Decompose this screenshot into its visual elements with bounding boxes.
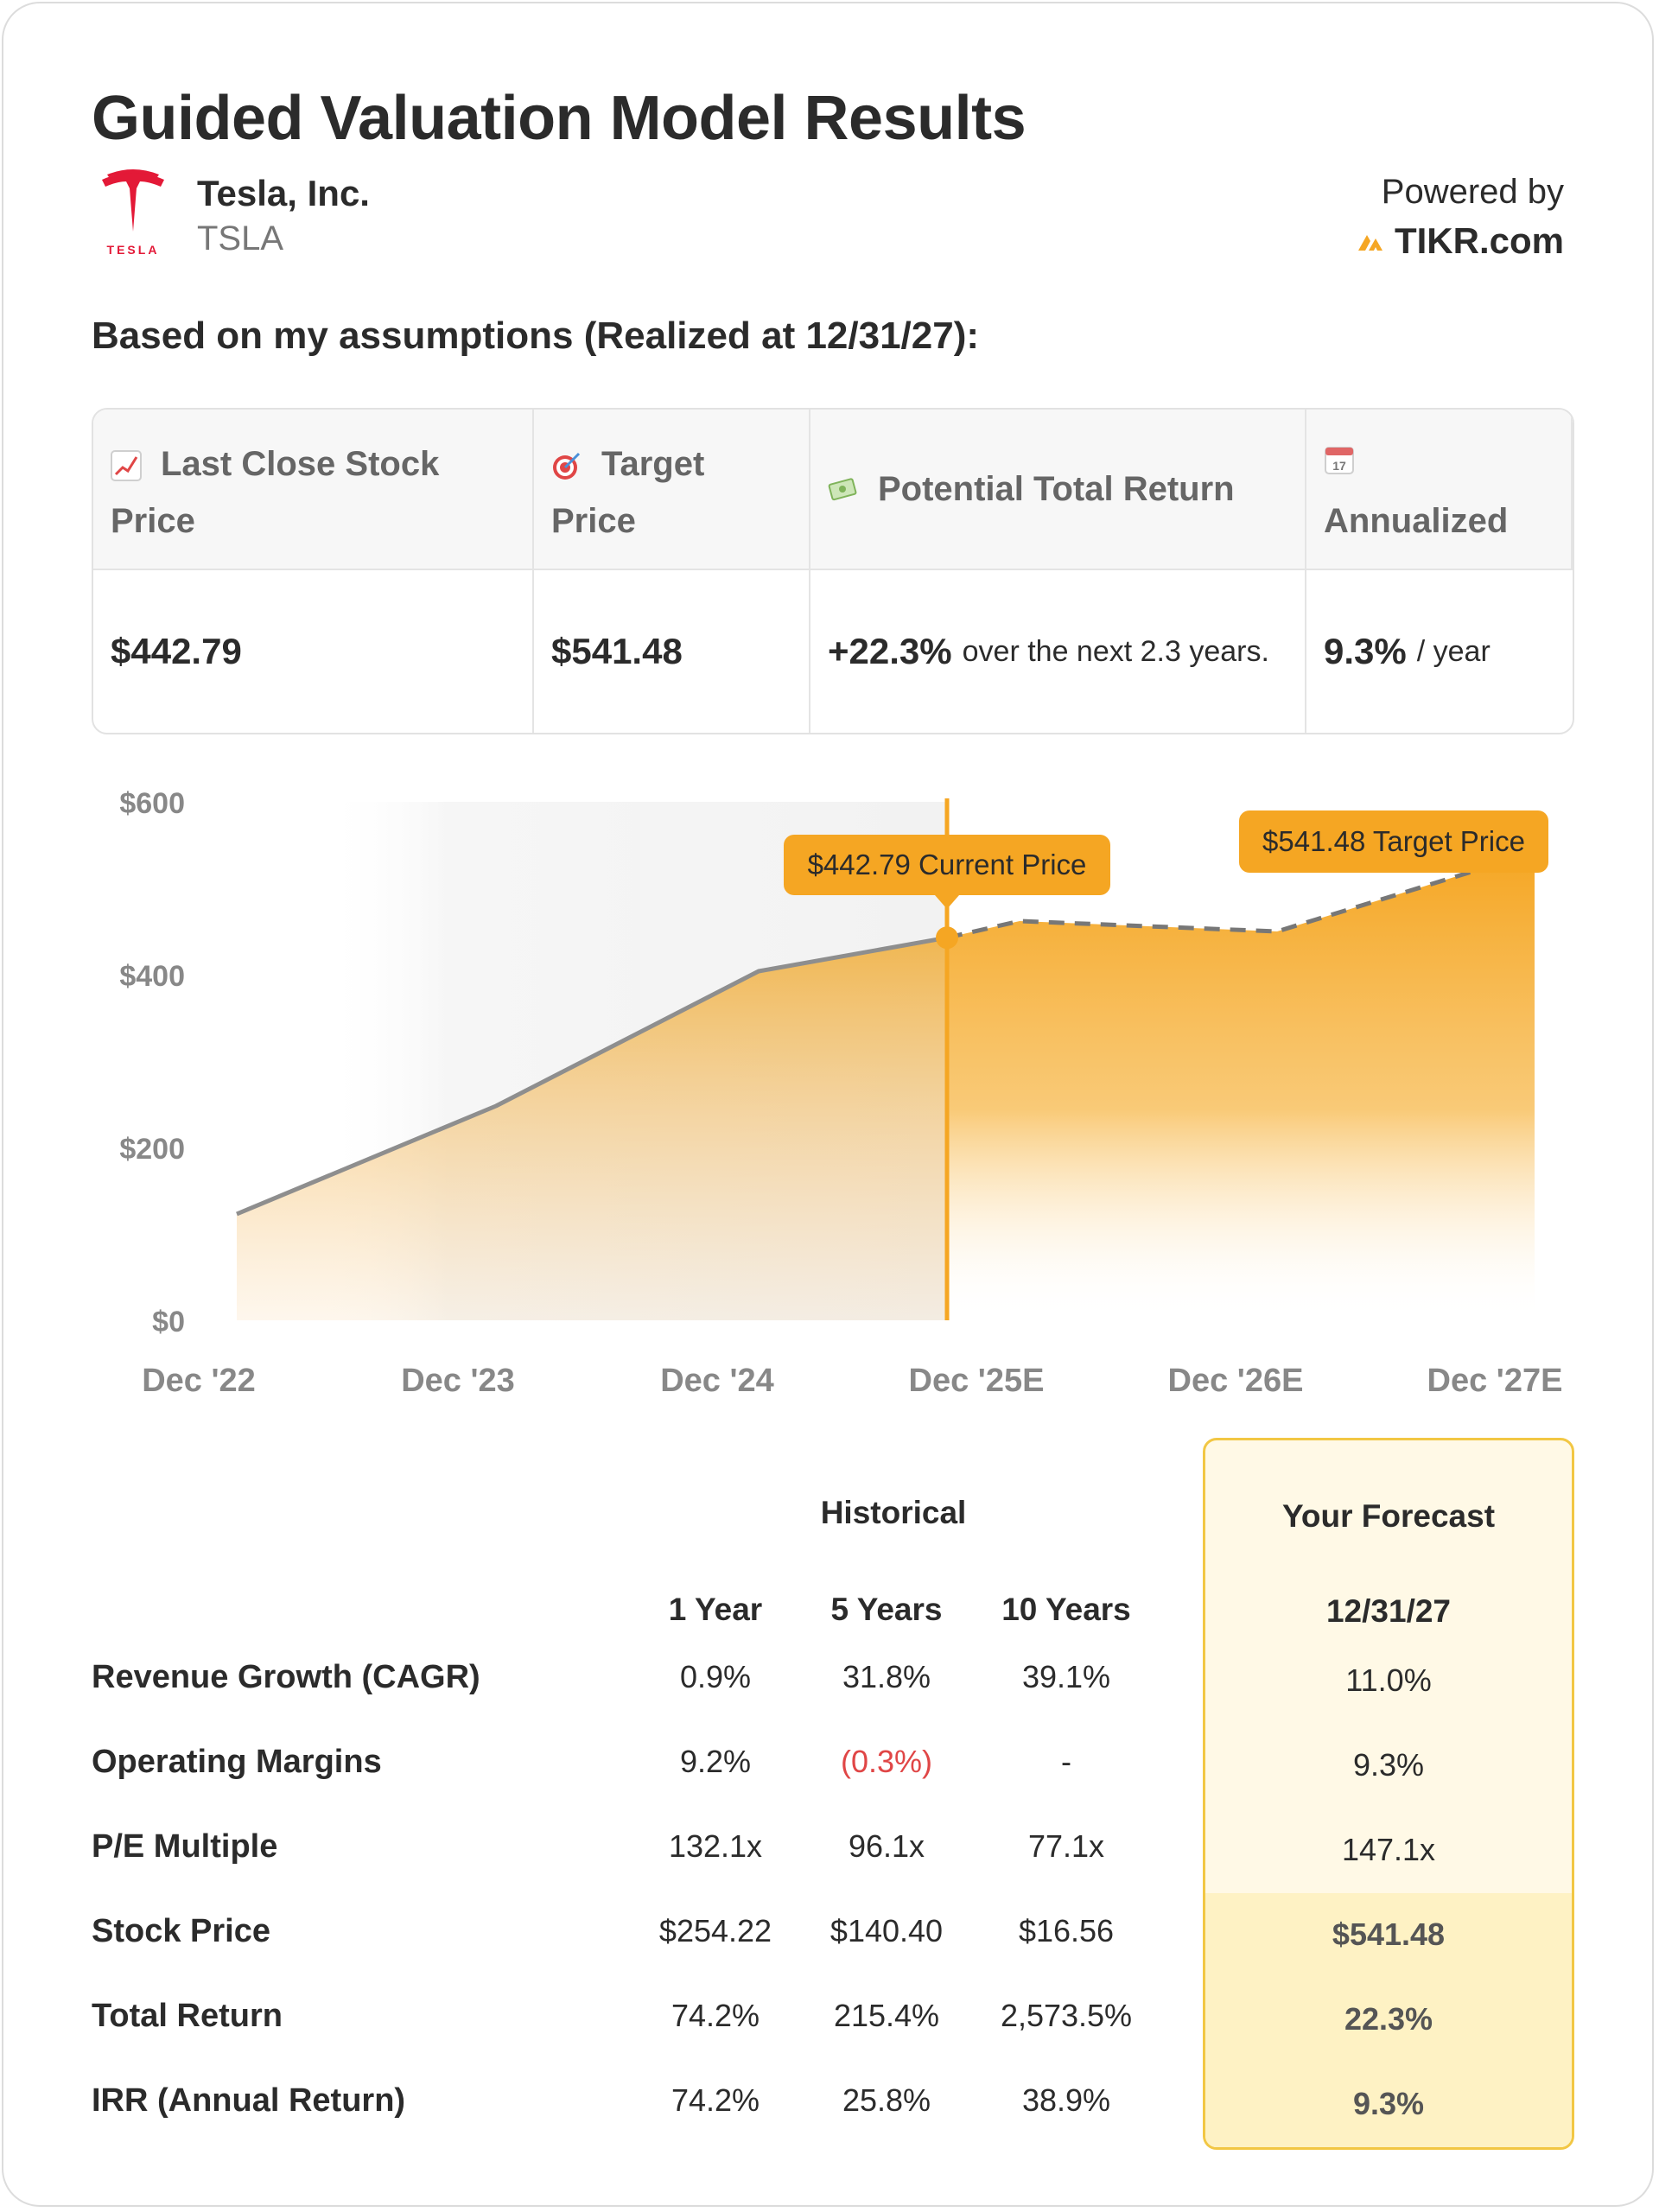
- tikr-brand[interactable]: TIKR.com: [1357, 220, 1564, 262]
- row-label: Operating Margins: [92, 1744, 382, 1780]
- historical-area: [237, 938, 947, 1320]
- table-cell: 2,573.5%: [1000, 1998, 1133, 2033]
- header-total-return: Potential Total Return: [810, 410, 1306, 570]
- table-cell: -: [1061, 1744, 1071, 1779]
- col-1-year: 1 Year: [668, 1592, 763, 1627]
- table-cell: 77.1x: [1027, 1828, 1105, 1864]
- price-chart: $0 $200 $400 $600 Dec '22 Dec '23 Dec '24 Dec '…: [119, 787, 1563, 1399]
- forecast-cell: 11.0%: [1345, 1662, 1432, 1698]
- table-cell: 74.2%: [671, 2082, 760, 2118]
- col-10-years: 10 Years: [1001, 1592, 1131, 1627]
- col-5-years: 5 Years: [830, 1592, 943, 1627]
- y-tick-label: $400: [119, 960, 185, 993]
- powered-by: Powered by TIKR.com: [1357, 173, 1564, 262]
- row-label: IRR (Annual Return): [92, 2082, 406, 2119]
- svg-text:TESLA: TESLA: [107, 243, 160, 257]
- x-tick-label: Dec '23: [401, 1363, 515, 1399]
- forecast-cell: 9.3%: [1352, 1747, 1425, 1783]
- ticker-symbol: TSLA: [197, 219, 284, 257]
- calendar-icon: 17: [1325, 447, 1354, 475]
- x-tick-label: Dec '22: [142, 1363, 256, 1399]
- table-cell: (0.3%): [840, 1744, 933, 1779]
- row-label: Total Return: [92, 1998, 283, 2034]
- row-label: Stock Price: [92, 1913, 270, 1949]
- target-icon: [553, 453, 581, 480]
- header-target: Target Price: [534, 410, 810, 570]
- current-price-callout-pointer: [935, 895, 959, 909]
- x-tick-label: Dec '27E: [1427, 1363, 1563, 1399]
- current-price-point: [936, 926, 958, 950]
- table-cell: $16.56: [1018, 1913, 1115, 1948]
- y-tick-label: $600: [119, 787, 185, 820]
- table-cell: $254.22: [658, 1913, 772, 1948]
- summary-table: Last Close Stock Price Target Price Potent…: [92, 408, 1574, 734]
- forecast-cell: 147.1x: [1341, 1832, 1436, 1867]
- table-cell: 96.1x: [848, 1828, 925, 1864]
- forecast-cell: $541.48: [1332, 1916, 1446, 1952]
- powered-by-label: Powered by: [1381, 173, 1564, 211]
- table-cell: 132.1x: [668, 1828, 763, 1864]
- table-cell: 74.2%: [671, 1998, 760, 2033]
- current-price-callout: [784, 835, 1110, 895]
- row-label: Revenue Growth (CAGR): [92, 1659, 480, 1695]
- forecast-column: [1203, 1438, 1574, 2150]
- x-tick-label: Dec '25E: [909, 1363, 1045, 1399]
- brand-name: TIKR.com: [1394, 220, 1564, 261]
- x-tick-label: Dec '26E: [1168, 1363, 1304, 1399]
- table-cell: 31.8%: [842, 1659, 931, 1694]
- value-last-close: $442.79: [93, 570, 534, 733]
- header-last-close: Last Close Stock Price: [93, 410, 534, 570]
- historical-group-header: Historical: [820, 1495, 967, 1530]
- forecast-highlight: [1205, 1893, 1572, 2147]
- assumptions-heading: Based on my assumptions (Realized at 12/…: [92, 315, 980, 357]
- value-target: $541.48: [534, 570, 810, 733]
- svg-text:17: 17: [1332, 459, 1346, 473]
- x-tick-label: Dec '24: [660, 1363, 774, 1399]
- forecast-group-header: Your Forecast: [1281, 1498, 1496, 1534]
- tikr-logo-icon: [1357, 235, 1382, 251]
- table-cell: 25.8%: [842, 2082, 931, 2118]
- table-cell: 215.4%: [833, 1998, 940, 2033]
- row-label: P/E Multiple: [92, 1828, 278, 1865]
- forecast-cell: 22.3%: [1344, 2001, 1433, 2037]
- value-annualized: 9.3% / year: [1324, 631, 1491, 671]
- historical-line: [236, 935, 948, 1217]
- table-cell: 9.2%: [679, 1744, 752, 1779]
- forecast-area: [947, 852, 1535, 1320]
- forecast-line: [946, 850, 1535, 940]
- tesla-logo: TESLA: [102, 169, 164, 257]
- money-icon: [828, 478, 857, 501]
- table-cell: 0.9%: [679, 1659, 752, 1694]
- page-title: Guided Valuation Model Results: [92, 84, 1027, 153]
- current-price-label: $442.79 Current Price: [808, 849, 1087, 880]
- target-price-label: $541.48 Target Price: [1262, 825, 1525, 857]
- company-name: Tesla, Inc.: [197, 173, 370, 213]
- table-cell: 39.1%: [1021, 1659, 1111, 1694]
- y-tick-label: $200: [119, 1133, 185, 1166]
- chart-increasing-icon: [111, 450, 142, 482]
- y-tick-label: $0: [152, 1306, 185, 1338]
- table-cell: $140.40: [830, 1913, 944, 1948]
- value-total-return: +22.3% over the next 2.3 years.: [810, 570, 1306, 733]
- forecast-cell: 9.3%: [1352, 2086, 1425, 2121]
- header-annualized: 17 Annualized: [1306, 410, 1573, 570]
- col-forecast-date: 12/31/27: [1325, 1593, 1452, 1629]
- historical-forecast-table: Historical Your Forecast 1 Year 5 Years …: [3, 1438, 1659, 2181]
- table-cell: 38.9%: [1021, 2082, 1111, 2118]
- target-price-callout: [1239, 810, 1548, 873]
